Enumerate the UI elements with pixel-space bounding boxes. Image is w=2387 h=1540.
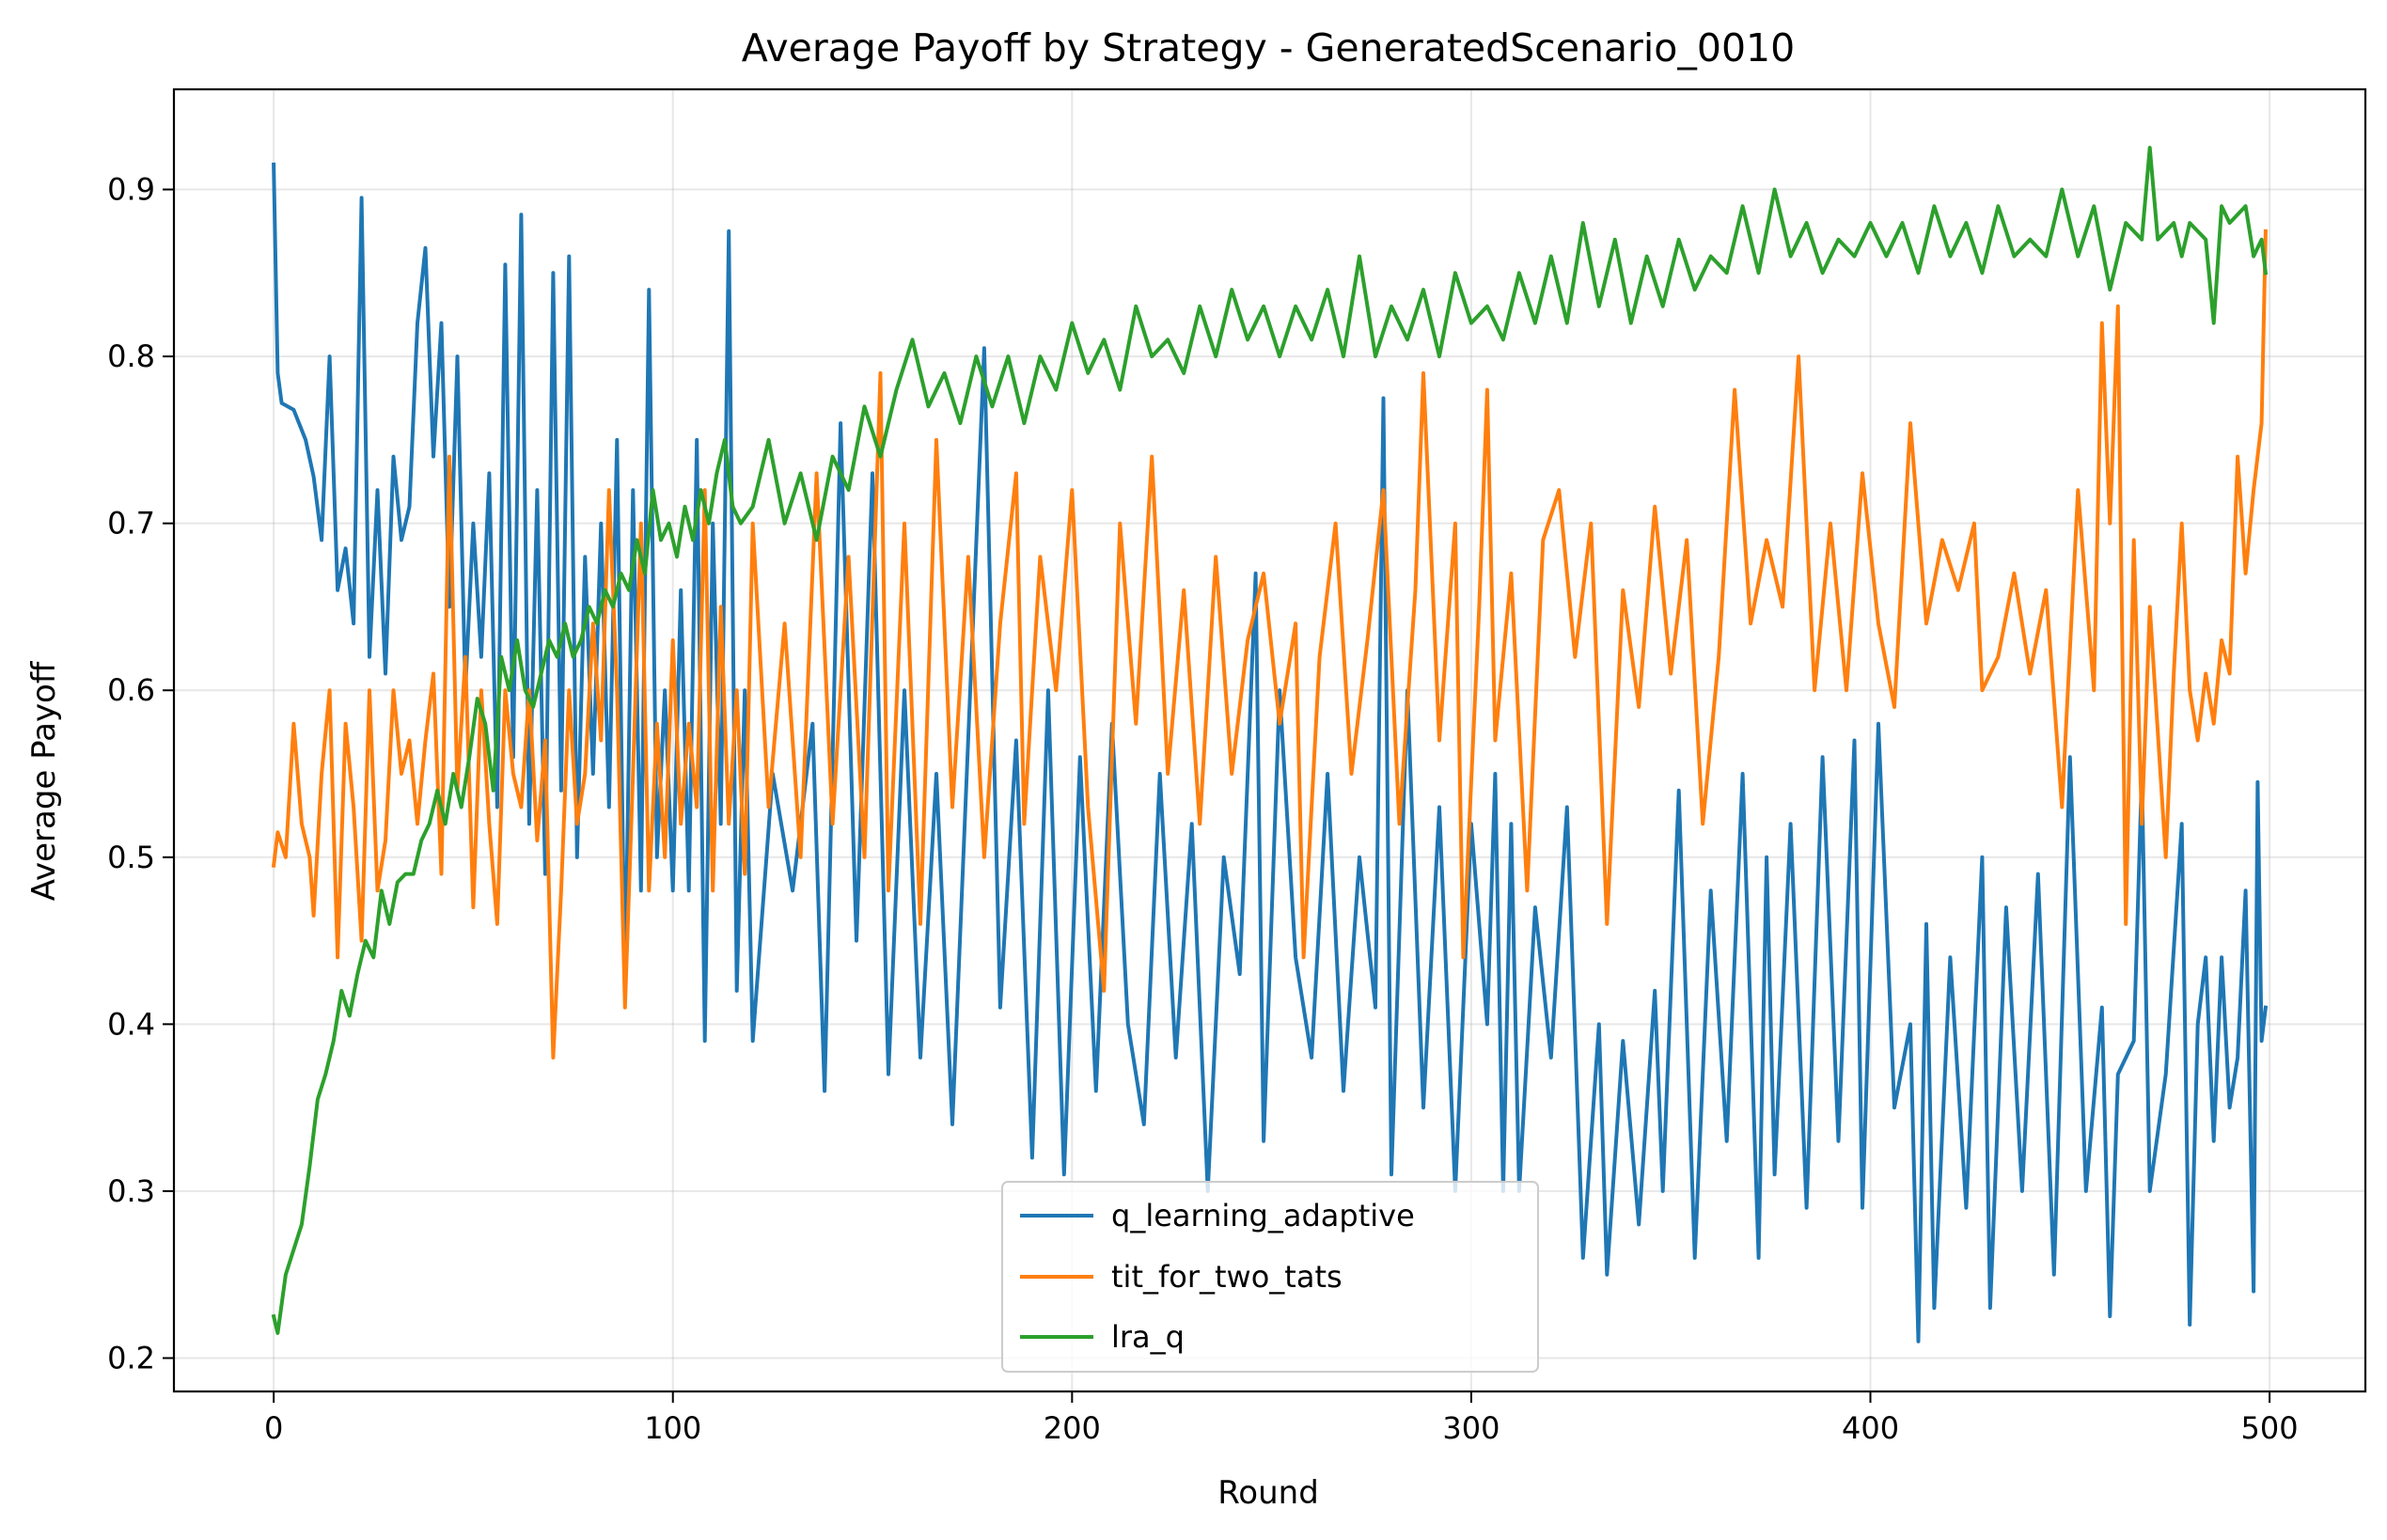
- legend-box: [1001, 1181, 1539, 1373]
- y-tick-label: 0.2: [107, 1340, 155, 1375]
- legend-label-lra-q: lra_q: [1111, 1319, 1185, 1355]
- y-tick-label: 0.3: [107, 1173, 155, 1209]
- chart-title: Average Payoff by Strategy - GeneratedSc…: [742, 25, 1795, 71]
- series-lines: [271, 146, 2269, 1344]
- series-line-lra-q: [271, 146, 2269, 1335]
- y-tick-label: 0.6: [107, 672, 155, 708]
- x-tick-label: 200: [1044, 1410, 1101, 1446]
- y-tick-label: 0.8: [107, 338, 155, 374]
- x-tick-label: 300: [1442, 1410, 1500, 1446]
- legend: q_learning_adaptive tit_for_two_tats lra…: [1001, 1181, 1539, 1373]
- y-tick-label: 0.5: [107, 840, 155, 875]
- y-tick-label: 0.9: [107, 172, 155, 208]
- y-axis-label: Average Payoff: [25, 660, 63, 901]
- legend-label-q-learning-adaptive: q_learning_adaptive: [1111, 1198, 1415, 1234]
- series-line-tit-for-two-tats: [271, 228, 2268, 1060]
- x-tick-label: 0: [264, 1410, 283, 1446]
- y-axis-ticks: 0.2 0.3 0.4 0.5 0.6 0.7 0.8 0.9: [107, 172, 174, 1375]
- x-tick-label: 100: [644, 1410, 701, 1446]
- legend-label-tit-for-two-tats: tit_for_two_tats: [1111, 1259, 1343, 1295]
- y-tick-label: 0.7: [107, 506, 155, 542]
- x-tick-label: 500: [2241, 1410, 2299, 1446]
- y-tick-label: 0.4: [107, 1006, 155, 1042]
- x-axis-ticks: 0 100 200 300 400 500: [264, 1391, 2299, 1446]
- x-axis-label: Round: [1217, 1474, 1319, 1512]
- x-tick-label: 400: [1842, 1410, 1899, 1446]
- series-line-q-learning-adaptive: [272, 162, 2269, 1344]
- plot-frame: [172, 87, 2367, 1393]
- grid-lines: [174, 89, 2365, 1391]
